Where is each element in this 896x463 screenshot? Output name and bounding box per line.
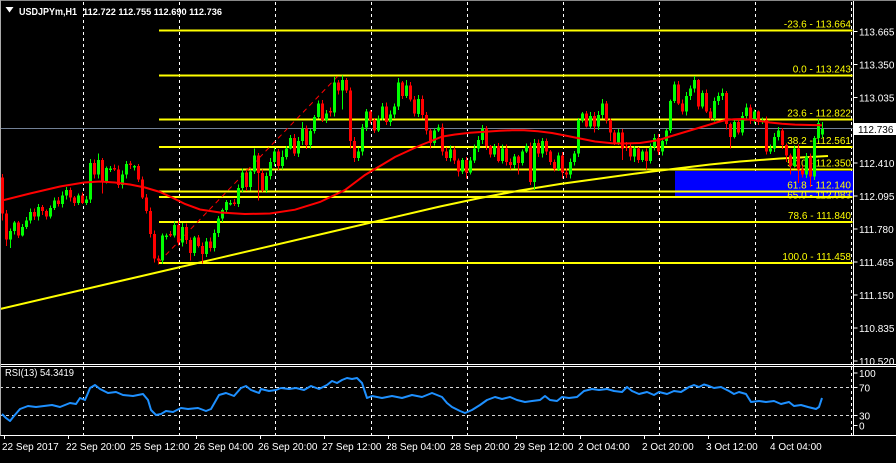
svg-text:25 Sep 12:00: 25 Sep 12:00 [130, 442, 190, 453]
svg-text:111.465: 111.465 [859, 258, 894, 269]
svg-text:26 Sep 04:00: 26 Sep 04:00 [194, 442, 254, 453]
svg-text:50.0 - 112.350: 50.0 - 112.350 [787, 159, 851, 170]
svg-text:0: 0 [859, 422, 865, 433]
svg-text:113.665: 113.665 [859, 28, 895, 39]
svg-text:113.350: 113.350 [859, 61, 895, 72]
svg-text:112.722 112.755 112.690 112.73: 112.722 112.755 112.690 112.736 [83, 7, 222, 18]
svg-text:22 Sep 2017: 22 Sep 2017 [2, 442, 59, 453]
svg-text:100: 100 [859, 369, 876, 380]
svg-text:100.0 - 111.458: 100.0 - 111.458 [782, 252, 851, 263]
svg-text:0.0 - 113.243: 0.0 - 113.243 [793, 65, 852, 76]
svg-text:78.6 - 111.840: 78.6 - 111.840 [788, 211, 851, 222]
svg-text:113.035: 113.035 [859, 94, 895, 105]
svg-text:112.095: 112.095 [859, 192, 895, 203]
svg-text:110.835: 110.835 [859, 324, 895, 335]
svg-text:38.2 - 112.561: 38.2 - 112.561 [787, 136, 851, 147]
svg-text:28 Sep 20:00: 28 Sep 20:00 [450, 442, 510, 453]
svg-text:112.410: 112.410 [859, 159, 895, 170]
svg-text:111.150: 111.150 [859, 291, 894, 302]
svg-text:2 Oct 20:00: 2 Oct 20:00 [642, 442, 694, 453]
svg-text:110.520: 110.520 [859, 357, 895, 368]
svg-text:61.8 - 112.140: 61.8 - 112.140 [787, 181, 851, 192]
svg-text:23.6 - 112.822: 23.6 - 112.822 [787, 109, 851, 120]
svg-text:-23.6 - 113.664: -23.6 - 113.664 [784, 20, 852, 31]
svg-text:70: 70 [859, 384, 871, 395]
svg-text:3 Oct 12:00: 3 Oct 12:00 [706, 442, 758, 453]
svg-text:112.736: 112.736 [858, 125, 894, 136]
svg-text:RSI(13) 54.3419: RSI(13) 54.3419 [5, 368, 74, 379]
svg-text:26 Sep 20:00: 26 Sep 20:00 [258, 442, 318, 453]
svg-text:2 Oct 04:00: 2 Oct 04:00 [578, 442, 630, 453]
svg-text:22 Sep 20:00: 22 Sep 20:00 [66, 442, 126, 453]
svg-text:30: 30 [859, 412, 871, 423]
svg-text:4 Oct 04:00: 4 Oct 04:00 [770, 442, 822, 453]
svg-text:28 Sep 04:00: 28 Sep 04:00 [386, 442, 446, 453]
svg-text:111.780: 111.780 [859, 225, 894, 236]
svg-text:29 Sep 12:00: 29 Sep 12:00 [514, 442, 574, 453]
svg-text:USDJPYm,H1: USDJPYm,H1 [19, 7, 77, 18]
svg-text:27 Sep 12:00: 27 Sep 12:00 [322, 442, 382, 453]
